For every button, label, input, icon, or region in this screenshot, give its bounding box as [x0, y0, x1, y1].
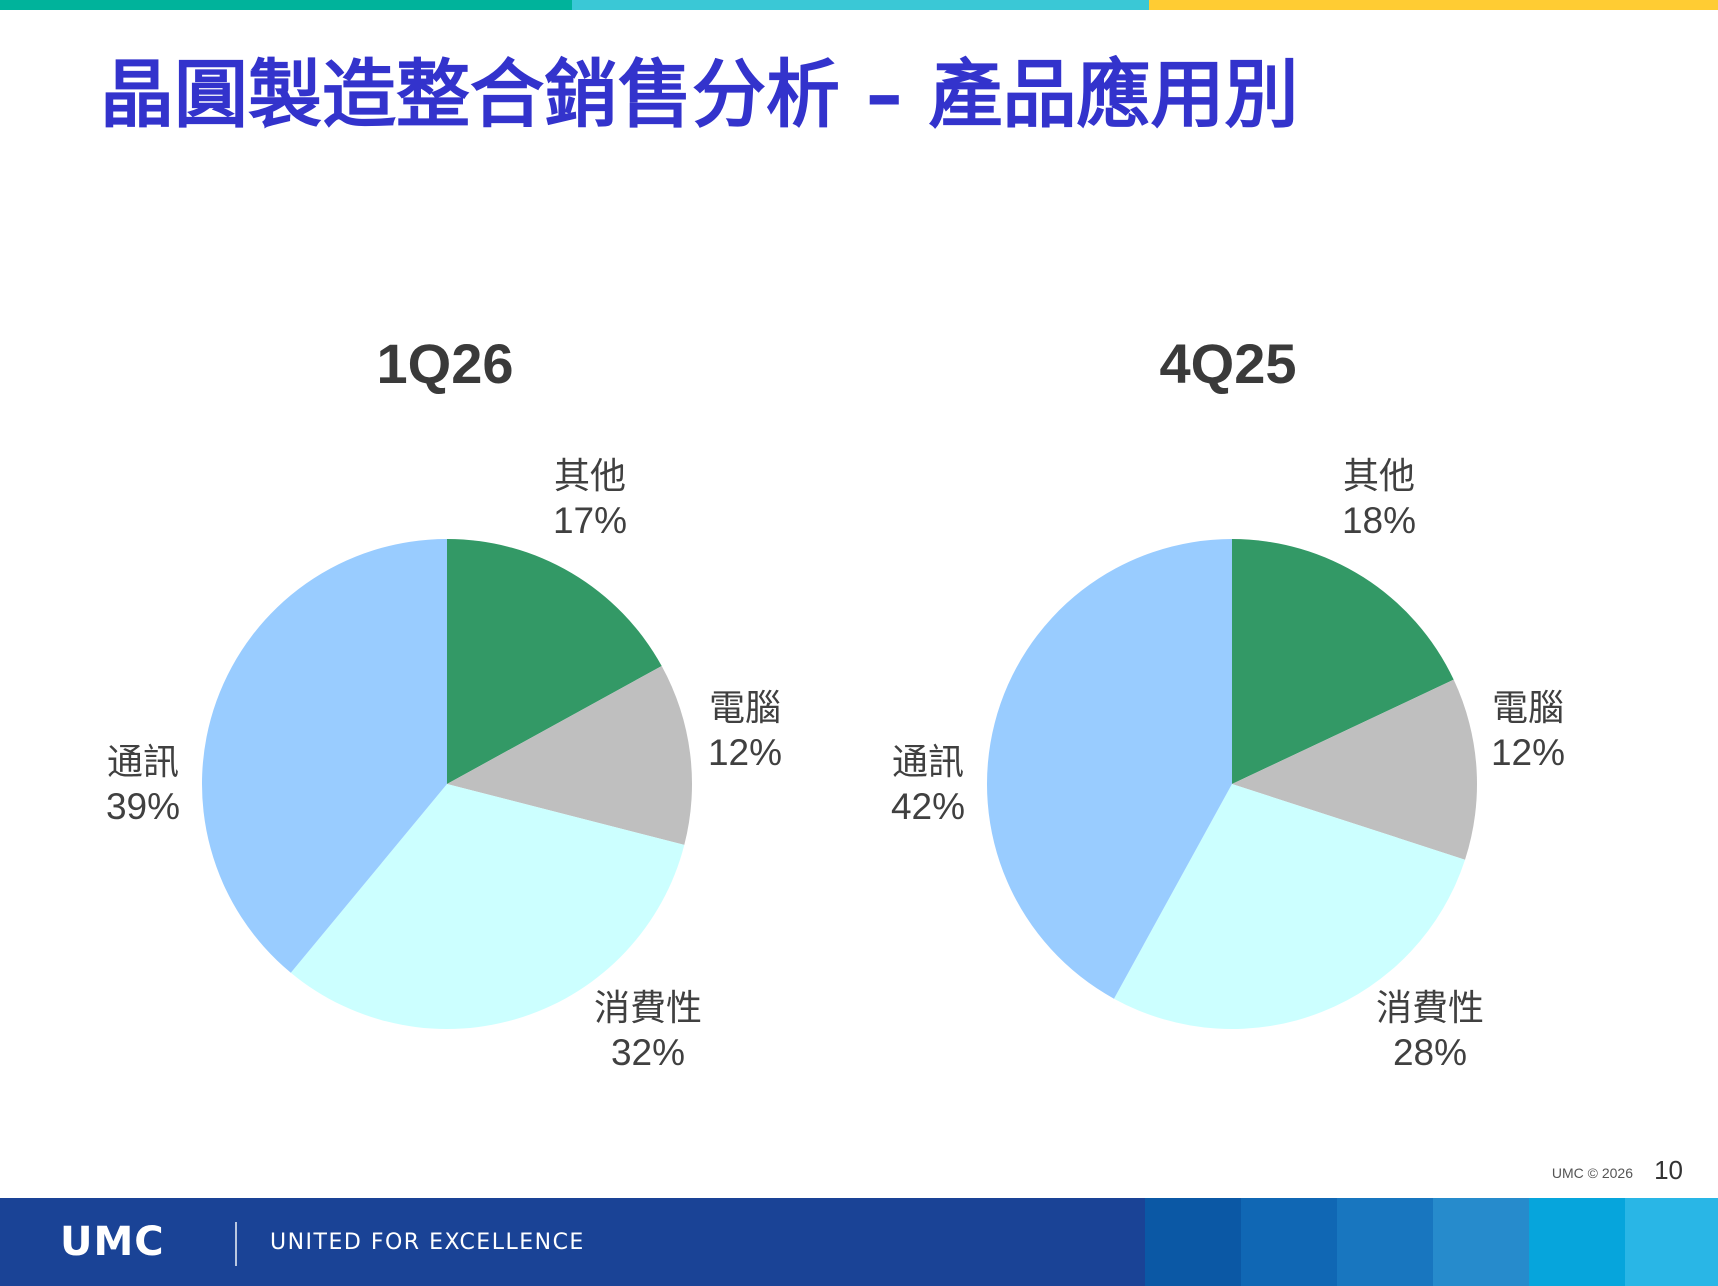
page-title: 晶圓製造整合銷售分析 – 產品應用別 [100, 52, 1299, 138]
copyright-text: UMC © 2026 [1551, 1165, 1633, 1181]
slice-label-name: 電腦 [709, 688, 781, 729]
slice-label-name: 消費性 [594, 988, 702, 1029]
chart-title-4q25: 4Q25 [1159, 332, 1297, 395]
chart-title-1q26: 1Q26 [376, 332, 514, 395]
page-number: 10 [1654, 1155, 1683, 1185]
slice-label-value: 28% [1393, 1032, 1467, 1073]
slice-label-name: 電腦 [1492, 688, 1564, 729]
top-stripe-yellow [1149, 0, 1718, 10]
footer-color-block [1625, 1198, 1718, 1286]
footer-slogan: UNITED FOR EXCELLENCE [270, 1230, 585, 1255]
pie-1q26 [201, 538, 692, 1030]
slice-label-value: 12% [708, 732, 782, 773]
pie-slice-4q25 [1232, 679, 1478, 860]
footer-color-block [1145, 1198, 1241, 1286]
pie-slice-1q26 [201, 538, 447, 973]
pie-slice-4q25 [1232, 539, 1454, 784]
slice-label-value: 12% [1491, 732, 1565, 773]
footer-color-blocks [1145, 1198, 1718, 1286]
slice-label-name: 其他 [554, 456, 626, 497]
pie-slice-1q26 [447, 539, 662, 784]
pie-slice-4q25 [986, 539, 1232, 999]
slice-label-value: 18% [1342, 500, 1416, 541]
pie-4q25 [986, 539, 1478, 1030]
footer-color-block [1241, 1198, 1337, 1286]
pie-slice-1q26 [290, 784, 685, 1030]
footer-divider [235, 1222, 237, 1266]
pie-slice-4q25 [1113, 784, 1466, 1030]
slice-label-value: 17% [553, 500, 627, 541]
footer-color-block [1337, 1198, 1433, 1286]
top-stripe-cyan [572, 0, 1149, 10]
footer-color-block [1529, 1198, 1625, 1286]
footer-color-block [1433, 1198, 1529, 1286]
slice-label-value: 42% [891, 786, 965, 827]
footer-bar: UMC UNITED FOR EXCELLENCE [0, 1198, 1718, 1286]
slice-label-value: 39% [106, 786, 180, 827]
top-stripe-green [0, 0, 572, 10]
slice-label-value: 32% [611, 1032, 685, 1073]
slice-label-name: 通訊 [107, 742, 179, 783]
slice-label-name: 消費性 [1376, 988, 1484, 1029]
umc-logo: UMC [60, 1219, 165, 1265]
slice-label-name: 其他 [1343, 456, 1415, 497]
slice-label-name: 通訊 [892, 742, 964, 783]
pie-slice-1q26 [447, 665, 692, 845]
